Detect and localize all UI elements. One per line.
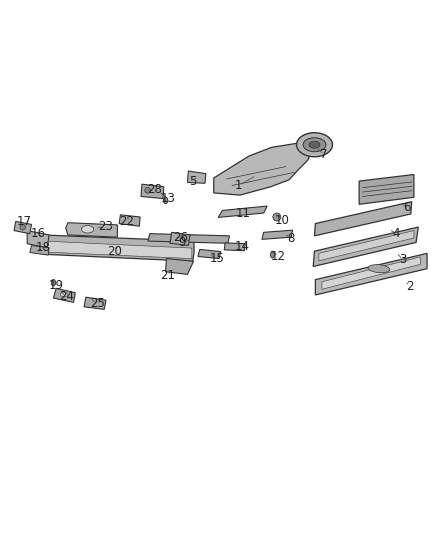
Text: 25: 25 xyxy=(90,297,105,310)
Polygon shape xyxy=(84,297,106,310)
Ellipse shape xyxy=(51,279,56,286)
Text: 18: 18 xyxy=(35,241,50,254)
Text: 23: 23 xyxy=(99,220,113,233)
Text: 2: 2 xyxy=(406,280,413,293)
Text: 4: 4 xyxy=(392,227,400,240)
Text: 22: 22 xyxy=(119,215,134,228)
Ellipse shape xyxy=(270,251,274,258)
Polygon shape xyxy=(166,259,194,274)
Polygon shape xyxy=(315,253,427,295)
Text: 24: 24 xyxy=(59,290,74,303)
Polygon shape xyxy=(45,241,192,259)
Text: 16: 16 xyxy=(31,227,46,240)
Text: 14: 14 xyxy=(235,240,250,253)
Ellipse shape xyxy=(81,225,94,233)
Polygon shape xyxy=(14,221,32,233)
Polygon shape xyxy=(27,231,49,248)
Polygon shape xyxy=(262,230,293,239)
Text: 13: 13 xyxy=(160,192,175,205)
Ellipse shape xyxy=(303,138,326,152)
Polygon shape xyxy=(119,215,140,226)
Ellipse shape xyxy=(60,292,67,297)
Text: 21: 21 xyxy=(160,269,175,282)
Text: 26: 26 xyxy=(173,231,188,244)
Text: 28: 28 xyxy=(147,183,162,196)
Polygon shape xyxy=(224,243,245,251)
Polygon shape xyxy=(30,246,49,255)
Polygon shape xyxy=(198,249,221,259)
Polygon shape xyxy=(359,174,414,204)
Ellipse shape xyxy=(145,188,151,193)
Polygon shape xyxy=(170,232,190,246)
Polygon shape xyxy=(314,201,412,236)
Polygon shape xyxy=(40,235,194,261)
Ellipse shape xyxy=(273,213,281,221)
Text: 20: 20 xyxy=(107,245,122,257)
Polygon shape xyxy=(313,227,418,266)
Text: 19: 19 xyxy=(49,279,64,292)
Text: 11: 11 xyxy=(236,207,251,220)
Text: 12: 12 xyxy=(271,251,286,263)
Text: 5: 5 xyxy=(189,175,196,188)
Text: 10: 10 xyxy=(275,214,290,227)
Text: 15: 15 xyxy=(209,252,224,265)
Polygon shape xyxy=(218,206,267,217)
Text: 8: 8 xyxy=(288,231,295,245)
Text: 9: 9 xyxy=(178,236,186,249)
Ellipse shape xyxy=(20,224,25,230)
Ellipse shape xyxy=(368,265,390,273)
Polygon shape xyxy=(322,257,420,289)
Ellipse shape xyxy=(309,141,320,148)
Polygon shape xyxy=(214,143,312,195)
Polygon shape xyxy=(53,288,75,302)
Ellipse shape xyxy=(163,197,168,204)
Polygon shape xyxy=(141,184,164,199)
Polygon shape xyxy=(319,231,414,261)
Text: 1: 1 xyxy=(235,179,243,192)
Text: 17: 17 xyxy=(17,215,32,228)
Text: 3: 3 xyxy=(399,253,406,266)
Polygon shape xyxy=(66,223,117,237)
Text: 7: 7 xyxy=(320,148,328,161)
Polygon shape xyxy=(148,233,230,243)
Ellipse shape xyxy=(297,133,332,157)
Polygon shape xyxy=(187,171,206,183)
Text: 6: 6 xyxy=(403,201,411,214)
